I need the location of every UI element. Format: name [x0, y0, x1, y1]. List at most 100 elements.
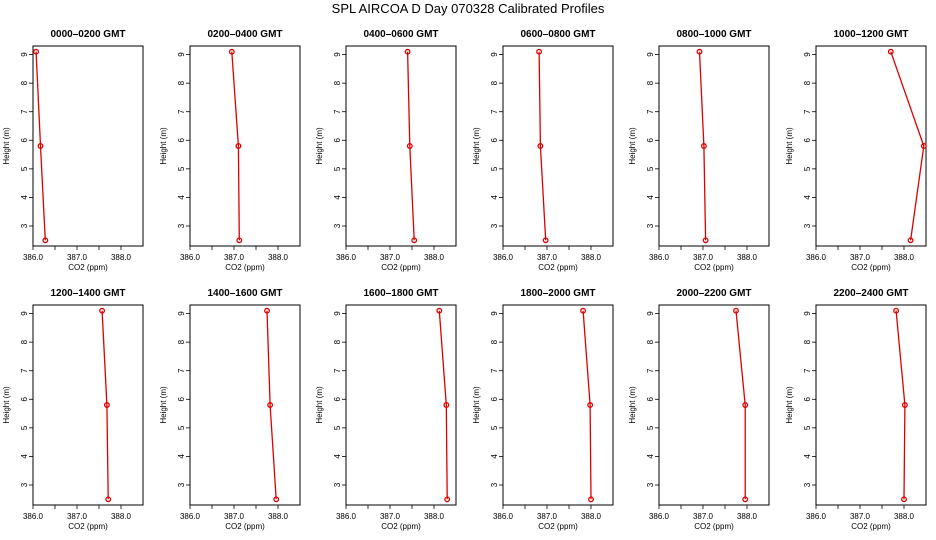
y-tick-label: 7: [803, 368, 812, 373]
x-axis-label: CO2 (ppm): [538, 522, 578, 531]
y-tick-label: 8: [803, 339, 812, 344]
x-tick-label: 388.0: [268, 253, 289, 262]
y-tick-label: 3: [333, 482, 342, 487]
data-point: [733, 307, 739, 314]
y-tick-label: 4: [20, 454, 29, 459]
x-tick-label: 387.0: [224, 253, 245, 262]
y-tick-label: 4: [646, 195, 655, 200]
y-tick-label: 6: [20, 138, 29, 143]
data-point: [907, 237, 914, 244]
x-axis-label: CO2 (ppm): [381, 263, 421, 272]
y-tick-label: 7: [490, 109, 499, 114]
data-point: [235, 143, 242, 149]
data-point: [33, 48, 40, 55]
profile-line: [101, 310, 109, 500]
y-tick-label: 8: [490, 339, 499, 344]
data-point: [264, 307, 270, 314]
y-tick-label: 6: [20, 397, 29, 402]
plot-frame: [32, 304, 144, 506]
data-point: [105, 496, 112, 503]
panel-title: 2000–2200 GMT: [676, 288, 751, 299]
y-tick-label: 7: [333, 109, 342, 114]
y-tick-label: 8: [646, 80, 655, 85]
x-tick-label: 386.0: [649, 253, 670, 262]
x-tick-label: 387.0: [850, 253, 871, 262]
y-tick-label: 5: [490, 166, 499, 171]
y-tick-label: 3: [177, 482, 186, 487]
x-tick-label: 387.0: [693, 512, 714, 521]
data-point: [588, 496, 594, 503]
y-tick-label: 8: [20, 339, 29, 344]
plot-frame: [502, 304, 614, 506]
y-tick-label: 4: [177, 454, 186, 459]
data-point: [702, 237, 709, 244]
y-tick-label: 7: [646, 368, 655, 373]
panel-title: 0200–0400 GMT: [207, 29, 282, 40]
plot-frame: [345, 304, 457, 506]
panel-title: 1200–1400 GMT: [50, 288, 125, 299]
plot-frame: [32, 45, 144, 247]
y-tick-label: 3: [20, 223, 29, 228]
plot-frame: [189, 304, 301, 506]
y-tick-label: 9: [490, 311, 499, 316]
y-tick-label: 9: [803, 52, 812, 57]
y-tick-label: 5: [646, 166, 655, 171]
x-tick-label: 388.0: [111, 512, 132, 521]
y-tick-label: 9: [803, 311, 812, 316]
y-tick-label: 8: [333, 339, 342, 344]
y-tick-label: 9: [333, 311, 342, 316]
data-point: [267, 402, 274, 408]
y-axis-label: Height (m): [472, 386, 481, 424]
y-tick-label: 9: [646, 52, 655, 57]
y-tick-label: 3: [333, 223, 342, 228]
y-tick-label: 7: [803, 109, 812, 114]
y-axis-label: Height (m): [472, 127, 481, 165]
y-tick-label: 3: [646, 482, 655, 487]
data-point: [893, 307, 900, 314]
x-tick-label: 386.0: [23, 512, 44, 521]
data-point: [273, 496, 280, 503]
y-tick-label: 4: [333, 454, 342, 459]
y-tick-label: 3: [803, 482, 812, 487]
y-tick-label: 4: [333, 195, 342, 200]
y-axis-label: Height (m): [315, 386, 324, 424]
data-point: [742, 496, 749, 503]
x-axis-label: CO2 (ppm): [694, 522, 734, 531]
y-tick-label: 8: [646, 339, 655, 344]
data-point: [887, 48, 894, 55]
data-point: [42, 237, 49, 244]
x-tick-label: 386.0: [806, 512, 827, 521]
y-tick-label: 4: [803, 454, 812, 459]
y-tick-label: 4: [646, 454, 655, 459]
y-tick-label: 6: [177, 138, 186, 143]
data-point: [103, 402, 110, 408]
y-tick-label: 4: [803, 195, 812, 200]
plot-frame: [658, 45, 770, 247]
y-tick-label: 5: [333, 166, 342, 171]
x-tick-label: 388.0: [111, 253, 132, 262]
x-tick-label: 388.0: [737, 512, 758, 521]
y-tick-label: 9: [333, 52, 342, 57]
y-axis-label: Height (m): [785, 127, 794, 165]
y-axis-label: Height (m): [315, 127, 324, 165]
profile-line: [735, 310, 746, 500]
x-axis-label: CO2 (ppm): [225, 522, 265, 531]
y-tick-label: 4: [177, 195, 186, 200]
x-axis-label: CO2 (ppm): [694, 263, 734, 272]
data-point: [700, 143, 707, 149]
profile-line: [538, 51, 547, 241]
x-tick-label: 387.0: [380, 512, 401, 521]
y-tick-label: 6: [646, 397, 655, 402]
x-tick-label: 388.0: [424, 253, 445, 262]
data-point: [436, 307, 443, 314]
plot-frame: [189, 45, 301, 247]
x-tick-label: 386.0: [180, 253, 201, 262]
y-axis-label: Height (m): [628, 127, 637, 165]
y-tick-label: 4: [20, 195, 29, 200]
y-tick-label: 8: [490, 80, 499, 85]
y-tick-label: 8: [803, 80, 812, 85]
y-axis-label: Height (m): [2, 127, 11, 165]
y-tick-label: 3: [803, 223, 812, 228]
y-tick-label: 3: [490, 482, 499, 487]
panel-title: 0800–1000 GMT: [676, 29, 751, 40]
